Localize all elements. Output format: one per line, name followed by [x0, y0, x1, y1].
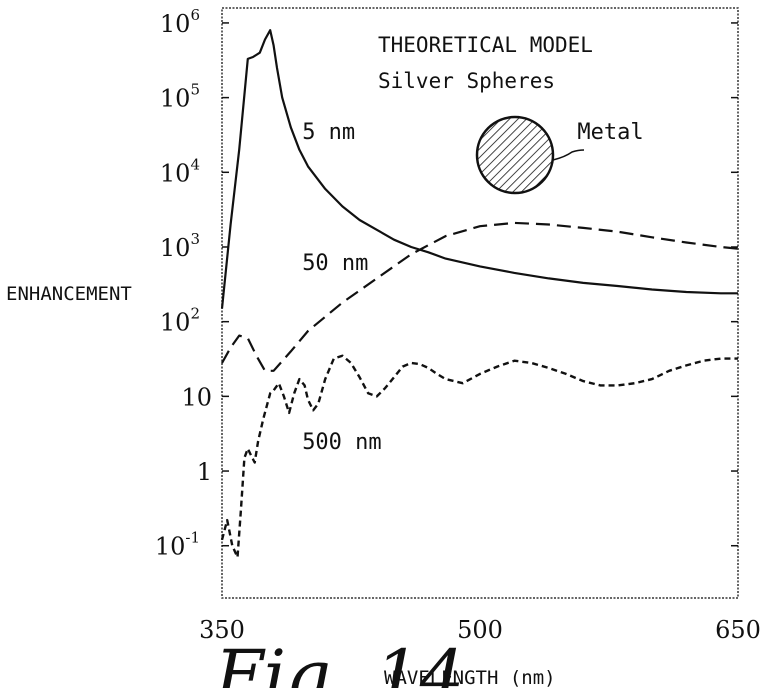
series-line [220, 29, 738, 309]
x-tick-label: 650 [715, 616, 761, 644]
figure-caption: Fig. 14 [213, 635, 464, 688]
y-tick-label: 103 [160, 230, 200, 262]
y-tick-label: 102 [160, 305, 200, 337]
y-tick-label: 10-1 [155, 529, 200, 561]
metal-sphere-icon [475, 115, 555, 195]
x-tick-label: 500 [457, 616, 503, 644]
x-axis-label: WAVELENGTH (nm) [384, 667, 556, 688]
y-tick-label: 105 [160, 81, 200, 113]
y-tick-label: 106 [160, 6, 200, 38]
series-annotation: 500 nm [302, 430, 381, 455]
metal-leader-line [552, 149, 585, 161]
plot-frame [221, 7, 739, 599]
y-tick-label: 104 [160, 155, 200, 187]
series-annotation: Metal [577, 120, 643, 145]
chart-subtitle: Silver Spheres [378, 69, 555, 93]
y-tick-label: 1 [197, 458, 212, 486]
series-line [220, 354, 738, 559]
x-tick-labels: 350 500 650 [199, 616, 761, 644]
series-line [221, 221, 739, 372]
series-annotations: 5 nm 50 nm 500 nm Metal [302, 120, 643, 455]
series-annotation: 5 nm [302, 120, 355, 145]
series-group [220, 29, 739, 559]
series-annotation: 50 nm [302, 251, 368, 276]
chart-title: THEORETICAL MODEL [378, 33, 593, 57]
y-tick-label: 10 [181, 383, 212, 411]
axis-ticks [222, 22, 738, 547]
y-axis-label: ENHANCEMENT [6, 283, 132, 305]
x-tick-label: 350 [199, 616, 245, 644]
